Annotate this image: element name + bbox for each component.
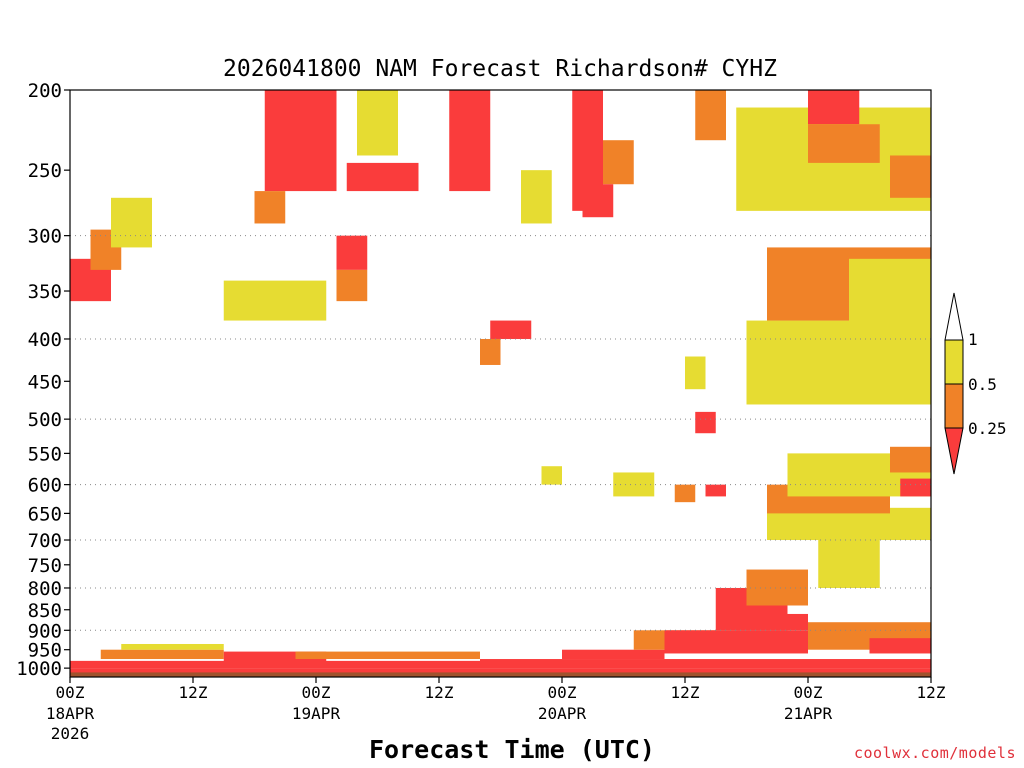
colorbar-top-arrow [944, 292, 964, 341]
y-tick-label: 800 [28, 578, 62, 600]
ri-cell-yellow [541, 466, 562, 485]
colorbar-label: 0.5 [968, 375, 997, 394]
y-tick-label: 950 [28, 640, 62, 662]
x-tick-label: 12Z [179, 683, 208, 702]
y-tick-label: 400 [28, 329, 62, 351]
colorbar-yellow [944, 339, 964, 385]
ri-cell-yellow [613, 472, 655, 497]
ri-cell-red [736, 613, 808, 631]
ri-cell-orange [254, 191, 286, 224]
y-tick-label: 650 [28, 503, 62, 525]
ri-cell-orange [603, 140, 634, 185]
ri-cell-red [664, 630, 808, 654]
colorbar-label: 1 [968, 330, 978, 349]
x-tick-label: 00Z [794, 683, 823, 702]
x-tick-label: 00Z [56, 683, 85, 702]
ri-cell-yellow [111, 197, 152, 248]
ri-cell-yellow [357, 90, 398, 156]
colorbar-bottom-arrow [944, 427, 964, 475]
x-tick-year: 2026 [51, 724, 90, 743]
ri-cell-orange [480, 338, 501, 365]
x-axis-label: Forecast Time (UTC) [369, 735, 655, 764]
chart-title: 2026041800 NAM Forecast Richardson# CYHZ [223, 56, 777, 82]
y-tick-label: 450 [28, 371, 62, 393]
ri-cell-red [582, 184, 614, 218]
ri-cell-orange [746, 569, 808, 606]
y-tick-label: 700 [28, 530, 62, 552]
y-tick-label: 250 [28, 160, 62, 182]
x-tick-label: 12Z [917, 683, 946, 702]
ri-cell-yellow [818, 540, 880, 588]
x-tick-date: 18APR [46, 704, 95, 723]
y-tick-label: 1000 [16, 658, 62, 680]
y-tick-label: 750 [28, 555, 62, 577]
ri-cell-yellow [521, 170, 552, 224]
ri-cell-red [480, 659, 931, 669]
gridlines [70, 235, 931, 631]
colorbar-orange [944, 383, 964, 429]
ri-cell-red [70, 660, 480, 669]
ri-cell-yellow [223, 280, 327, 321]
y-tick-label: 350 [28, 281, 62, 303]
y-tick-label: 900 [28, 620, 62, 642]
ri-cell-orange [674, 484, 696, 503]
ri-cell-orange [295, 651, 480, 660]
y-tick-label: 600 [28, 475, 62, 497]
credit-text: coolwx.com/models [853, 744, 1016, 762]
ri-cell-orange [695, 90, 726, 141]
x-tick-date: 21APR [784, 704, 833, 723]
ri-cell-yellow [685, 356, 706, 390]
x-tick-label: 00Z [548, 683, 577, 702]
y-axis: 200 250 300 350 400 450 500 550 600 650 700 7508008… [16, 80, 70, 680]
ri-cell-orange [890, 446, 931, 473]
x-tick-date: 20APR [538, 704, 587, 723]
ri-cell-red [808, 90, 860, 125]
ri-cell-orange [808, 124, 880, 163]
ri-cell-red [900, 478, 931, 497]
ri-cell-red [490, 320, 532, 339]
plot-cells [70, 90, 931, 677]
y-tick-label: 550 [28, 443, 62, 465]
x-tick-label: 12Z [425, 683, 454, 702]
ri-cell-red [705, 484, 726, 497]
y-tick-label: 300 [28, 226, 62, 248]
ri-cell-red [346, 162, 419, 192]
ground-band [70, 672, 931, 677]
ri-cell-red [449, 90, 491, 192]
y-tick-label: 200 [28, 80, 62, 102]
ri-cell-orange [100, 649, 224, 660]
ri-cell-yellow [121, 643, 224, 650]
ri-cell-orange [336, 269, 368, 302]
plot-frame [69, 89, 932, 678]
colorbar: 1 0.5 0.25 [944, 292, 1007, 475]
ri-cell-red [264, 90, 337, 192]
colorbar-label: 0.25 [968, 419, 1007, 438]
x-tick-label: 12Z [671, 683, 700, 702]
y-tick-label: 500 [28, 409, 62, 431]
y-tick-label: 850 [28, 600, 62, 622]
ri-cell-red [336, 235, 368, 270]
ri-cell-red [223, 651, 327, 663]
ri-cell-yellow [849, 258, 931, 339]
ri-cell-orange [890, 155, 931, 198]
x-tick-date: 19APR [292, 704, 341, 723]
ri-cell-red [695, 411, 716, 434]
ri-cell-red [562, 649, 665, 660]
x-tick-label: 00Z [302, 683, 331, 702]
ri-cell-red [869, 638, 931, 654]
